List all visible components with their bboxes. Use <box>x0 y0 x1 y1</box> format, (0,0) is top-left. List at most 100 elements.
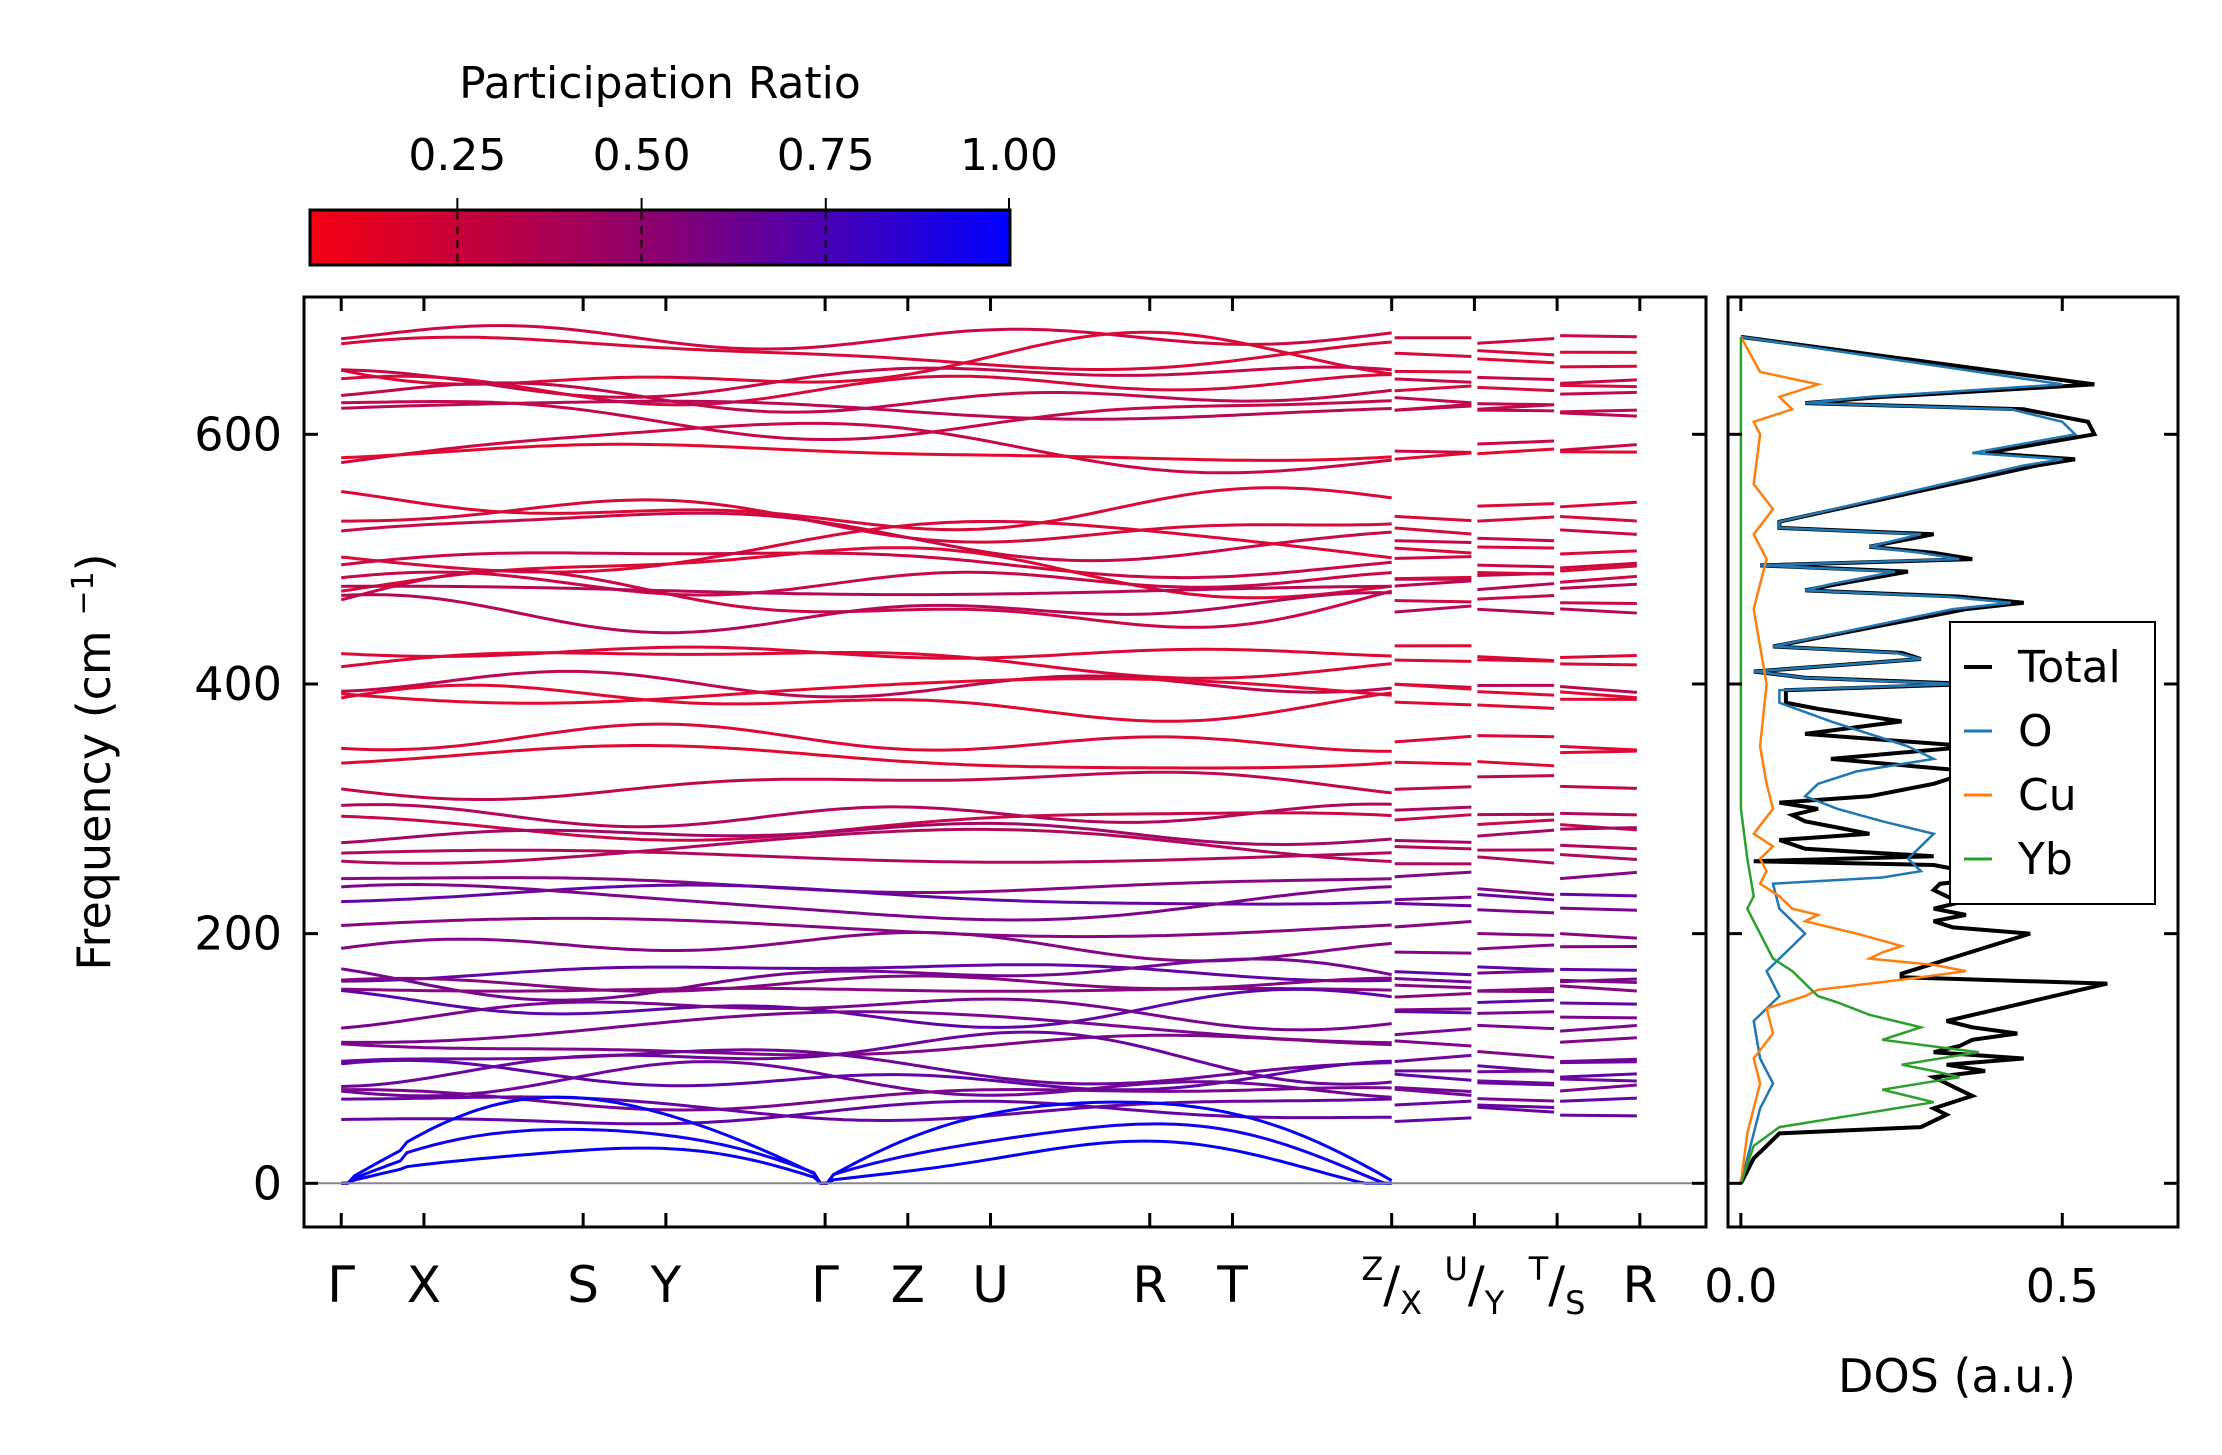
band-line <box>340 330 1392 386</box>
dos-axes-frame <box>1726 295 2180 1229</box>
band-line-segment <box>1477 690 1555 697</box>
frequency-axis-ticks: 0 200 400 600 <box>194 407 1706 1210</box>
band-line-segment <box>1394 351 1472 359</box>
high-symmetry-axis: Γ X S Y Γ Z U R T Z/XU/YT/S R <box>327 297 1657 1322</box>
band-line-segment <box>1560 364 1637 369</box>
band-line-segment <box>1477 1010 1555 1015</box>
band-line-segment <box>1477 892 1555 902</box>
band-line <box>341 442 1392 462</box>
band-line-segment <box>1477 447 1555 456</box>
band-line-segment <box>1394 983 1472 990</box>
band-line-segment <box>1560 811 1637 817</box>
band-line-segment <box>1394 579 1472 588</box>
k-point-label: T <box>1216 1256 1248 1314</box>
band-line-segment <box>1394 682 1472 691</box>
legend-label: Cu <box>2018 770 2077 821</box>
k-point-label: Z <box>891 1256 925 1314</box>
band-line-segment <box>1477 607 1555 616</box>
band-line-segment <box>1394 1039 1472 1048</box>
dos-x-tick-label: 0.0 <box>1704 1259 1777 1313</box>
band-line-segment <box>1394 1072 1472 1082</box>
band-line <box>341 645 1392 660</box>
band-line-segment <box>1560 582 1637 590</box>
colorbar-tick-label: 0.75 <box>777 130 875 181</box>
legend-label: O <box>2018 706 2053 757</box>
band-line-segment <box>1477 536 1555 543</box>
band-line <box>341 744 1392 770</box>
band-line-segment <box>1394 384 1472 393</box>
band-line-segment <box>1394 901 1472 908</box>
band-line-segment <box>1559 443 1637 452</box>
band-line-segment <box>1477 774 1555 779</box>
band-line-segment <box>1560 607 1637 615</box>
band-line-segment <box>1394 369 1472 374</box>
band-line-segment <box>1560 784 1637 790</box>
band-line <box>341 827 1392 865</box>
band-line-segment <box>1560 1096 1637 1103</box>
band-line-segment <box>1394 1099 1472 1107</box>
band-line-segment <box>1477 703 1555 710</box>
band-line-segment <box>1394 870 1472 879</box>
k-point-label: R <box>1132 1256 1167 1314</box>
band-line <box>341 722 1392 753</box>
band-line-segment <box>1477 582 1555 592</box>
band-line-segment <box>1394 604 1472 614</box>
band-line <box>341 335 1392 371</box>
band-line <box>341 770 1392 801</box>
band-line <box>341 373 1392 407</box>
band-line-segment <box>1560 383 1637 389</box>
band-line <box>340 683 1392 723</box>
band-line-segment <box>1477 887 1555 897</box>
band-line <box>341 930 1392 963</box>
band-line-segment <box>1477 403 1555 411</box>
band-line-segment <box>1559 870 1637 881</box>
band-line-segment <box>1559 690 1637 700</box>
band-line-segment <box>1477 855 1555 865</box>
y-tick-label: 200 <box>194 907 282 961</box>
dos-curves <box>1739 334 2108 1185</box>
dos-axis-label: DOS (a.u.) <box>1838 1349 2076 1403</box>
band-line <box>340 957 1392 1002</box>
legend-label: Yb <box>2017 834 2073 885</box>
band-line-segment <box>1560 1113 1637 1118</box>
band-line-segment <box>1560 1001 1637 1006</box>
band-line-segment <box>1477 1069 1555 1074</box>
band-line-segment <box>1560 528 1637 536</box>
ylabel-tail: ) <box>67 553 121 571</box>
band-line <box>341 324 1392 351</box>
band-line-segment <box>1477 1097 1555 1103</box>
band-line-segment <box>1394 377 1472 384</box>
band-line-segment <box>1394 977 1472 984</box>
k-point-label: S <box>567 1256 599 1314</box>
colorbar-title: Participation Ratio <box>459 58 861 109</box>
band-line <box>341 677 1392 705</box>
band-line-segment <box>1477 986 1555 993</box>
band-line <box>341 848 1392 864</box>
band-line <box>341 486 1392 532</box>
band-line-segment <box>1560 984 1637 993</box>
band-axes-frame <box>302 295 1708 1229</box>
band-line-segment <box>1477 357 1555 365</box>
band-line-segment <box>1560 978 1637 984</box>
colorbar-tick-label: 1.00 <box>960 130 1058 181</box>
band-line-segment <box>1394 402 1472 412</box>
band-line <box>341 1139 1392 1185</box>
band-line <box>341 916 1392 939</box>
band-line-segment <box>1477 594 1555 601</box>
band-line <box>341 963 1392 983</box>
band-line-segment <box>1394 514 1472 523</box>
band-line-segment <box>1394 919 1472 929</box>
band-line-segment <box>1394 734 1472 744</box>
band-line-segment <box>1560 411 1637 418</box>
band-line-segment <box>1394 451 1472 461</box>
band-lines <box>340 324 1637 1185</box>
band-line <box>341 570 1392 597</box>
k-point-label: Γ <box>811 1256 839 1314</box>
dos-x-tick-label: 0.5 <box>2026 1259 2099 1313</box>
band-line-segment <box>1560 749 1637 755</box>
band-line-segment <box>1394 396 1472 405</box>
dos-axis-ticks: 0.0 0.5 <box>1704 297 2178 1313</box>
band-line-segment <box>1477 515 1555 523</box>
